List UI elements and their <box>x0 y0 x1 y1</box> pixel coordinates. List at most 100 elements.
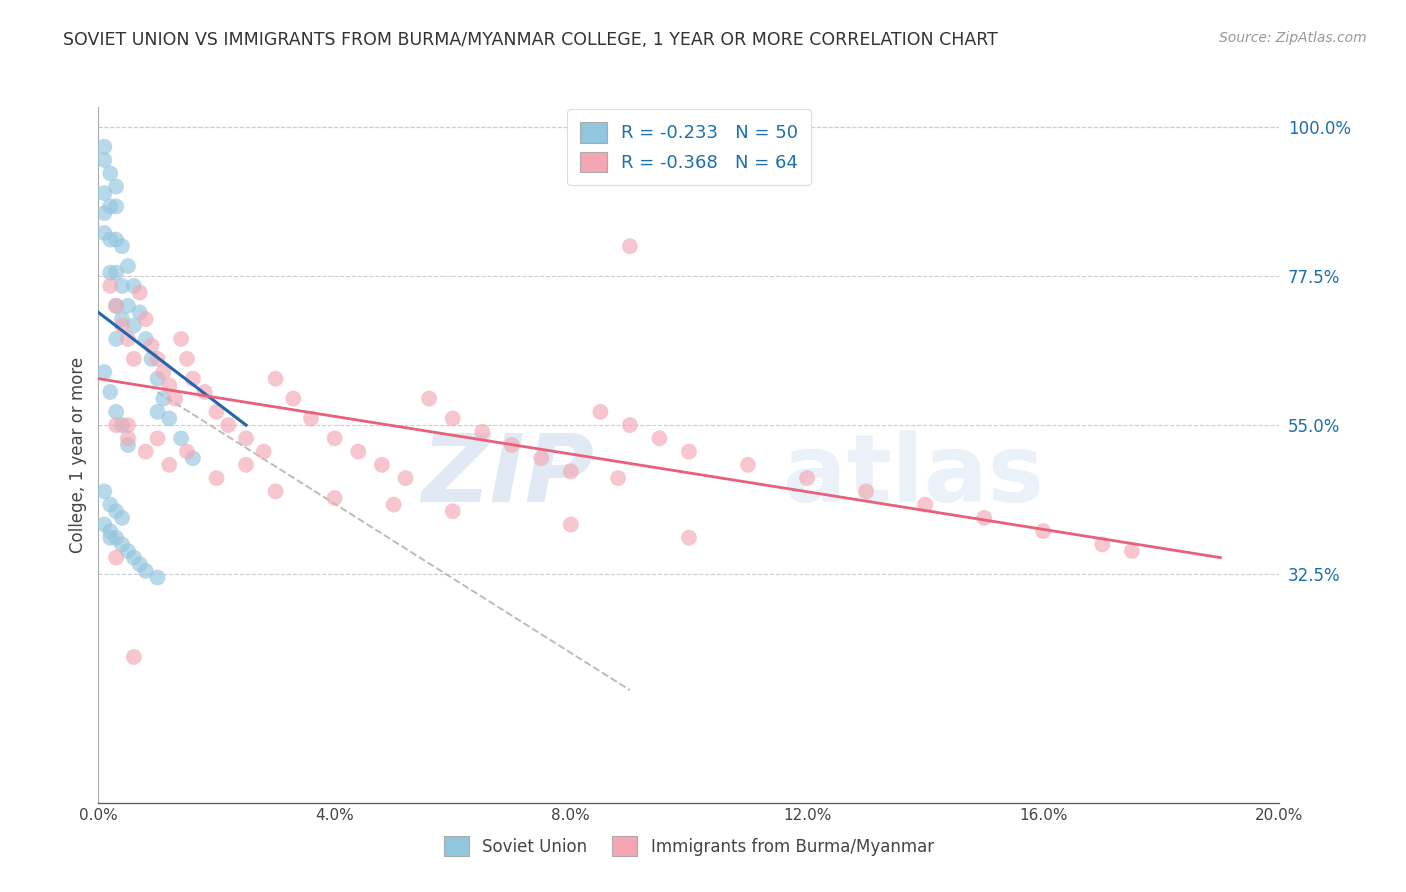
Point <box>128 305 150 319</box>
Point <box>98 524 121 538</box>
Point <box>235 431 257 445</box>
Point <box>98 266 121 280</box>
Point <box>181 372 204 386</box>
Point <box>111 511 134 525</box>
Point <box>98 279 121 293</box>
Point <box>441 411 464 425</box>
Point <box>105 550 128 565</box>
Point <box>678 444 700 458</box>
Point <box>135 564 157 578</box>
Point <box>98 498 121 512</box>
Point <box>181 451 204 466</box>
Point <box>93 226 115 240</box>
Point <box>93 365 115 379</box>
Point <box>678 531 700 545</box>
Point <box>98 531 121 545</box>
Point <box>111 418 134 433</box>
Point <box>111 279 134 293</box>
Point <box>117 544 139 558</box>
Text: SOVIET UNION VS IMMIGRANTS FROM BURMA/MYANMAR COLLEGE, 1 YEAR OR MORE CORRELATIO: SOVIET UNION VS IMMIGRANTS FROM BURMA/MY… <box>63 31 998 49</box>
Point <box>146 372 169 386</box>
Point <box>176 351 198 366</box>
Point <box>117 418 139 433</box>
Point <box>135 312 157 326</box>
Point <box>93 186 115 201</box>
Point <box>128 285 150 300</box>
Point <box>111 312 134 326</box>
Point <box>122 279 145 293</box>
Point <box>93 484 115 499</box>
Point <box>146 351 169 366</box>
Point <box>796 471 818 485</box>
Point <box>122 650 145 665</box>
Point <box>194 384 217 399</box>
Point <box>205 405 228 419</box>
Point <box>105 179 128 194</box>
Point <box>157 458 180 472</box>
Point <box>418 392 440 406</box>
Point <box>157 411 180 425</box>
Point <box>371 458 394 472</box>
Point <box>105 504 128 518</box>
Point <box>560 517 582 532</box>
Point <box>117 332 139 346</box>
Point <box>264 372 287 386</box>
Point <box>111 239 134 253</box>
Legend: Soviet Union, Immigrants from Burma/Myanmar: Soviet Union, Immigrants from Burma/Myan… <box>436 828 942 864</box>
Point <box>1121 544 1143 558</box>
Point <box>105 418 128 433</box>
Point <box>299 411 322 425</box>
Point <box>141 338 163 352</box>
Point <box>111 318 134 333</box>
Point <box>323 431 346 445</box>
Point <box>98 384 121 399</box>
Point <box>323 491 346 505</box>
Point <box>105 531 128 545</box>
Point <box>141 351 163 366</box>
Point <box>253 444 276 458</box>
Point <box>111 537 134 551</box>
Point <box>98 166 121 180</box>
Point <box>648 431 671 445</box>
Point <box>737 458 759 472</box>
Point <box>93 140 115 154</box>
Point <box>122 318 145 333</box>
Point <box>205 471 228 485</box>
Point <box>105 405 128 419</box>
Point <box>235 458 257 472</box>
Point <box>105 299 128 313</box>
Point <box>117 299 139 313</box>
Point <box>1091 537 1114 551</box>
Point <box>607 471 630 485</box>
Point <box>394 471 416 485</box>
Point <box>146 570 169 584</box>
Point <box>98 233 121 247</box>
Point <box>176 444 198 458</box>
Point <box>501 438 523 452</box>
Point <box>283 392 305 406</box>
Point <box>471 425 494 439</box>
Point <box>105 233 128 247</box>
Point <box>105 299 128 313</box>
Point <box>347 444 370 458</box>
Point <box>530 451 553 466</box>
Point <box>128 558 150 572</box>
Point <box>619 239 641 253</box>
Point <box>170 332 193 346</box>
Y-axis label: College, 1 year or more: College, 1 year or more <box>69 357 87 553</box>
Point <box>135 444 157 458</box>
Point <box>93 153 115 167</box>
Point <box>146 405 169 419</box>
Point <box>122 351 145 366</box>
Point <box>560 465 582 479</box>
Point <box>382 498 405 512</box>
Point <box>914 498 936 512</box>
Text: Source: ZipAtlas.com: Source: ZipAtlas.com <box>1219 31 1367 45</box>
Point <box>152 392 174 406</box>
Point <box>589 405 612 419</box>
Point <box>117 431 139 445</box>
Point <box>93 206 115 220</box>
Point <box>170 431 193 445</box>
Point <box>117 438 139 452</box>
Point <box>264 484 287 499</box>
